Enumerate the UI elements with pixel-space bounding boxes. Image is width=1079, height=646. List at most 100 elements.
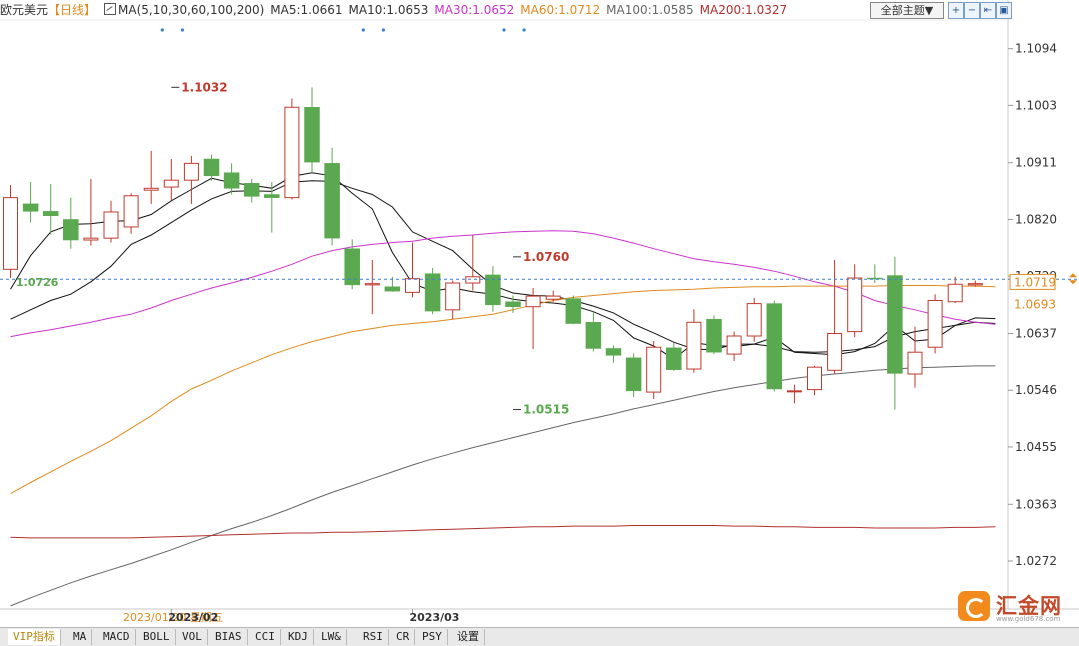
candle-body xyxy=(646,346,662,393)
tab-rsi[interactable]: RSI xyxy=(358,629,389,645)
tab-kdj[interactable]: KDJ xyxy=(283,629,314,645)
candle-body xyxy=(223,172,240,189)
price-label-box xyxy=(1009,273,1056,290)
y-tick-label: 1.0272 xyxy=(1015,554,1057,568)
candle-body xyxy=(424,273,441,312)
y-tick-label: 1.0820 xyxy=(1015,212,1057,226)
legend-ma100: MA100:1.0585 xyxy=(606,3,694,17)
candle-body xyxy=(585,322,602,349)
candle-body xyxy=(867,277,883,280)
event-marker-icon xyxy=(180,28,184,32)
candle-body xyxy=(143,187,159,191)
price-label: 1.0693 xyxy=(1014,298,1056,312)
candle-body xyxy=(807,366,822,391)
candle-body xyxy=(284,106,300,199)
candle-body xyxy=(3,197,18,270)
restore-icon[interactable]: ⇤ xyxy=(980,2,996,19)
ma-line-ma200 xyxy=(10,525,996,539)
low-annotation: 1.0515 xyxy=(523,403,569,417)
tab-cr[interactable]: CR xyxy=(391,629,416,645)
candle-body xyxy=(405,278,420,293)
candle-body xyxy=(565,298,582,324)
indicator-tab-bar: VIP指标 MA MACD BOLL VOL BIAS CCI KDJ LW& … xyxy=(0,627,1079,646)
candle-body xyxy=(465,276,481,284)
tab-bias[interactable]: BIAS xyxy=(210,629,248,645)
y-tick-label: 1.0637 xyxy=(1015,327,1057,341)
candle-body xyxy=(847,277,863,333)
legend-ma-label: MA(5,10,30,60,100,200) xyxy=(118,3,265,17)
legend-ma10: MA10:1.0653 xyxy=(348,3,429,17)
tab-macd[interactable]: MACD xyxy=(98,629,136,645)
y-tick-label: 1.1094 xyxy=(1015,42,1057,56)
logo-url: www.gold678.com xyxy=(996,615,1061,623)
high-annotation: 1.0760 xyxy=(523,250,569,264)
candle-body xyxy=(304,107,320,163)
x-tick-label: 2023/01/20 星期五 xyxy=(123,611,223,624)
x-tick-label: 2023/03 xyxy=(410,611,460,624)
candle-body xyxy=(163,179,179,188)
candle-body xyxy=(605,348,622,356)
tab-vol[interactable]: VOL xyxy=(177,629,208,645)
theme-dropdown[interactable]: 全部主题▼ xyxy=(870,2,944,19)
tab-boll[interactable]: BOLL xyxy=(138,629,176,645)
candle-body xyxy=(686,321,702,370)
candle-body xyxy=(344,248,360,286)
candle-body xyxy=(726,335,742,355)
ma-line-ma100 xyxy=(10,365,996,607)
legend-ma60: MA60:1.0712 xyxy=(520,3,601,17)
zoom-out-icon[interactable]: − xyxy=(964,2,980,19)
chart-legend: 欧元美元【日线】 MA(5,10,30,60,100,200) MA5:1.0661… xyxy=(0,0,860,20)
ma-line-ma30 xyxy=(10,230,996,338)
candle-body xyxy=(203,158,220,177)
price-label: 1.0719 xyxy=(1014,275,1056,289)
ma-line-ma60 xyxy=(10,285,996,495)
candle-body xyxy=(766,303,783,390)
candle-body xyxy=(183,162,199,181)
legend-ma5: MA5:1.0661 xyxy=(270,3,343,17)
event-marker-icon xyxy=(381,28,385,32)
candle-body xyxy=(545,295,561,300)
candle-body xyxy=(22,203,39,212)
candle-body xyxy=(83,237,99,241)
candle-body xyxy=(63,219,79,241)
candle-body xyxy=(706,318,722,353)
legend-ma200: MA200:1.0327 xyxy=(699,3,788,17)
candle-body xyxy=(887,275,903,374)
candle-body xyxy=(525,295,541,308)
candle-body xyxy=(485,274,501,306)
candle-body xyxy=(907,351,923,375)
candle-body xyxy=(42,211,59,216)
high-annotation: 1.1032 xyxy=(181,80,227,94)
y-tick-label: 1.0546 xyxy=(1015,383,1057,397)
fullscreen-icon[interactable]: ▣ xyxy=(996,2,1012,19)
candle-body xyxy=(445,282,461,311)
tab-vip[interactable]: VIP指标 xyxy=(8,629,61,645)
tab-settings[interactable]: 设置 xyxy=(452,629,485,645)
tab-cci[interactable]: CCI xyxy=(250,629,281,645)
x-tick-label: 2023/02 xyxy=(168,611,218,624)
candle-body xyxy=(827,333,843,371)
candle-body xyxy=(786,390,802,393)
event-marker-icon xyxy=(160,28,164,32)
candle-body xyxy=(927,299,943,348)
candle-body xyxy=(505,301,521,307)
candle-body xyxy=(123,195,139,228)
candle-body xyxy=(324,163,340,239)
tab-ma[interactable]: MA xyxy=(68,629,93,645)
zoom-in-icon[interactable]: + xyxy=(948,2,964,19)
tab-psy[interactable]: PSY xyxy=(417,629,448,645)
candle-body xyxy=(243,183,260,197)
event-marker-icon xyxy=(361,28,365,32)
y-tick-label: 1.1003 xyxy=(1015,98,1057,112)
low-annotation: 1.0726 xyxy=(16,276,59,289)
y-tick-label: 1.0455 xyxy=(1015,440,1057,454)
tab-lw[interactable]: LW& xyxy=(316,629,347,645)
candle-body xyxy=(364,283,380,286)
ma-settings-icon[interactable] xyxy=(104,3,117,15)
current-price-arrow-icon xyxy=(1069,273,1077,285)
candle-body xyxy=(746,303,762,337)
candle-body xyxy=(264,194,280,198)
legend-ma30: MA30:1.0652 xyxy=(434,3,515,17)
y-tick-label: 1.0911 xyxy=(1015,156,1057,170)
